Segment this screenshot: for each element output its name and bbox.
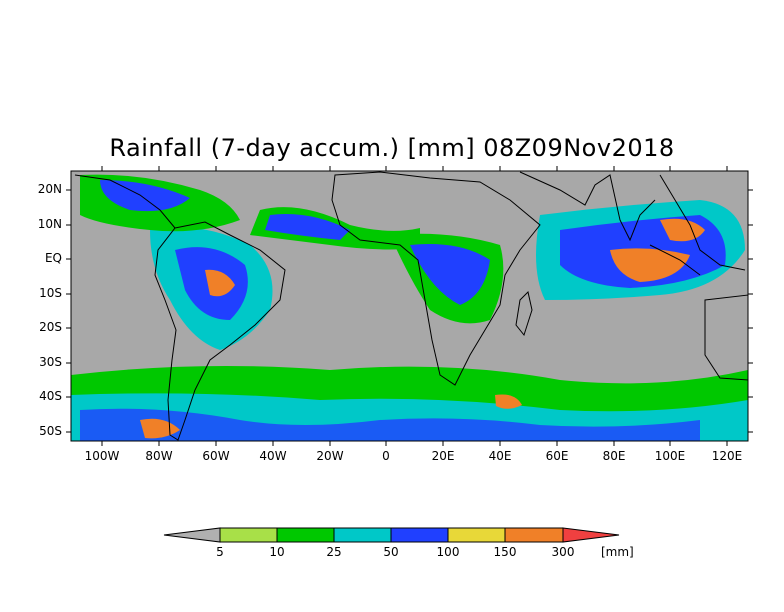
lon-label: 40E: [488, 449, 512, 463]
colorbar-above-triangle: [562, 527, 620, 543]
colorbar-unit-label: [mm]: [601, 545, 634, 559]
lon-label: 80E: [602, 449, 626, 463]
rain-southern-storm-blue: [80, 408, 700, 441]
colorbar-bin-4: [390, 527, 449, 543]
lat-label: 30S: [39, 355, 62, 369]
lat-label: 20S: [39, 320, 62, 334]
coast-sumatra: [649, 244, 701, 276]
rain-south-america-peak: [205, 269, 235, 297]
colorbar-bin-5: [447, 527, 506, 543]
lon-label: 80W: [145, 449, 173, 463]
colorbar-bin-3: [333, 527, 392, 543]
colorbar-tick-label: 300: [551, 545, 575, 559]
colorbar-tick-label: 150: [493, 545, 517, 559]
lon-label: 60W: [202, 449, 230, 463]
lat-label: 20N: [37, 182, 62, 196]
colorbar-bin-1: [219, 527, 278, 543]
coast-southeast-asia: [659, 174, 746, 271]
rain-indian-ocean-peak: [610, 248, 690, 282]
colorbar-below-triangle: [163, 527, 221, 543]
coast-australia: [704, 294, 749, 381]
colorbar-tick-label: 50: [383, 545, 399, 559]
rain-south-atlantic-peak: [495, 394, 522, 409]
coastlines: [74, 171, 749, 441]
rain-central-america-core: [100, 180, 190, 212]
coast-central-america: [74, 174, 176, 229]
colorbar-bin-6: [504, 527, 564, 543]
lon-label: 100E: [654, 449, 686, 463]
lat-label: 10N: [37, 217, 62, 231]
colorbar-tick-label: 25: [326, 545, 342, 559]
lat-label: 40S: [39, 389, 62, 403]
colorbar-tick-label: 10: [269, 545, 285, 559]
lon-label: 120E: [711, 449, 743, 463]
lon-label: 40W: [259, 449, 287, 463]
lon-label: 20E: [431, 449, 455, 463]
map-title: Rainfall (7-day accum.) [mm] 08Z09Nov201…: [109, 134, 675, 162]
coast-madagascar: [515, 291, 533, 337]
lon-label: 0: [382, 449, 390, 463]
rain-africa-core: [410, 244, 490, 305]
lat-label: 10S: [39, 286, 62, 300]
lon-ticks: [101, 166, 728, 446]
coast-arabia-india: [519, 171, 656, 242]
coast-south-america: [154, 221, 286, 441]
lat-label: EQ: [44, 251, 62, 265]
colorbar-tick-label: 100: [436, 545, 460, 559]
colorbar-tick-label: 5: [216, 545, 224, 559]
lon-label: 60E: [545, 449, 569, 463]
rainfall-field: [71, 174, 748, 441]
lat-ticks: [66, 189, 753, 433]
coast-africa: [331, 171, 541, 386]
lon-label: 20W: [316, 449, 344, 463]
color-bar: [163, 527, 620, 543]
map-frame: [70, 170, 749, 442]
rain-band-itcz-atlantic-core: [265, 214, 350, 240]
lat-label: 50S: [39, 424, 62, 438]
lon-label: 100W: [84, 449, 120, 463]
colorbar-bin-2: [276, 527, 335, 543]
